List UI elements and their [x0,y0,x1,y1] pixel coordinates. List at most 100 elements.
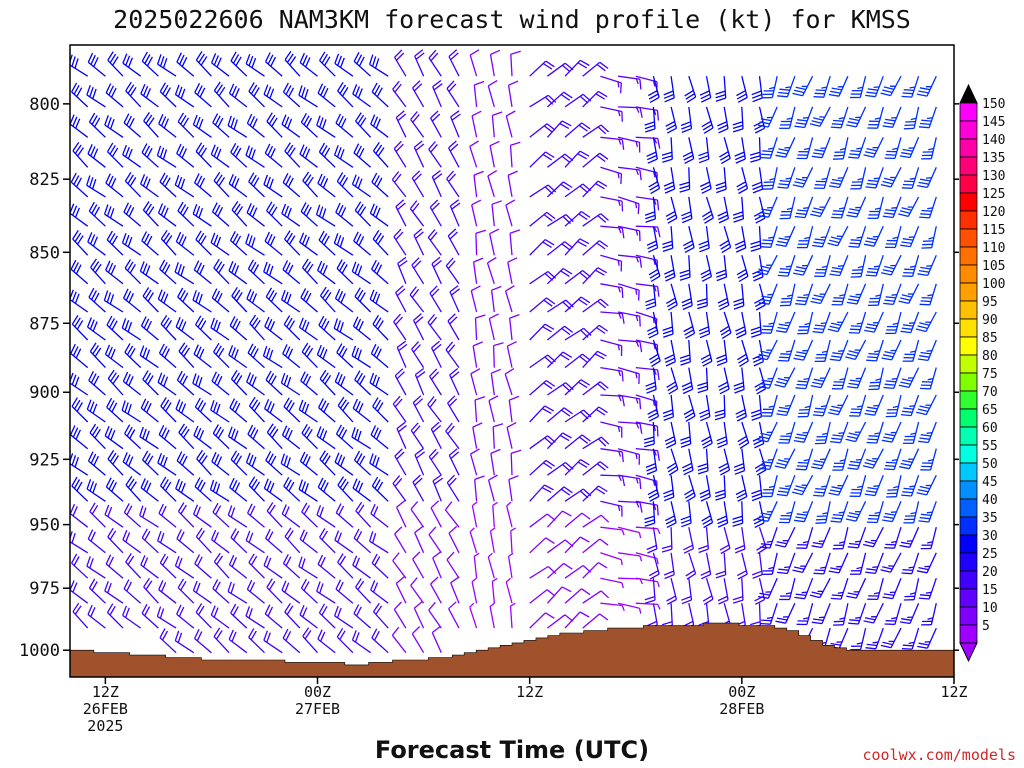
wind-barb [697,448,709,475]
wind-barb [812,394,831,417]
wind-barb [335,113,354,138]
wind-barb [830,577,849,600]
colorbar-swatch [959,624,978,644]
wind-barb [193,260,212,285]
wind-barb [865,254,884,277]
wind-barb [245,233,265,256]
wind-barb [448,49,460,77]
wind-barb [195,230,212,256]
wind-barb [508,395,520,423]
wind-barb [752,421,765,449]
colorbar-label: 40 [982,493,998,508]
wind-barb [529,459,555,476]
wind-barb [177,502,195,528]
wind-barb [489,49,501,77]
wind-barb [72,602,89,629]
wind-barb [430,576,442,604]
wind-barb [192,203,212,227]
wind-barb [792,75,814,97]
wind-barb [916,75,937,97]
wind-barb [351,630,371,654]
wind-barb [508,475,519,502]
wind-barb [827,311,849,333]
wind-barb [368,531,389,554]
wind-barb [864,474,884,497]
wind-barb [582,461,609,476]
wind-barb [471,199,482,227]
colorbar-label: 120 [982,205,1005,220]
wind-barb [489,140,500,168]
wind-barb [475,229,486,256]
wind-barb [600,254,623,272]
wind-barb [334,53,354,77]
wind-barb [666,448,679,476]
wind-barb [883,367,902,390]
wind-barb [123,288,142,313]
wind-barb [195,527,212,554]
wind-barb [355,578,372,604]
wind-barb [88,112,106,138]
wind-barb [264,143,283,168]
wind-barb [158,114,177,138]
wind-barb [600,526,625,536]
wind-barb [682,448,694,476]
wind-barb [229,398,248,423]
wind-barb [756,526,767,555]
wind-barb [778,339,796,362]
wind-barb [246,372,265,396]
wind-barb [491,111,503,138]
wind-barb [757,339,778,361]
wind-barb [427,229,442,256]
wind-barb [600,577,624,589]
wind-barb [733,367,745,394]
wind-barb [281,114,301,138]
wind-barb [318,315,336,341]
wind-barb [474,314,486,341]
wind-barb [192,580,212,604]
wind-barb [757,106,778,128]
wind-barb [106,603,124,629]
wind-barb [761,475,778,498]
wind-barb [846,577,867,599]
wind-barb [778,501,796,524]
wind-barb [865,627,884,650]
wind-barb [70,425,89,450]
wind-barb [370,425,389,450]
wind-barb [902,339,920,362]
wind-barb [395,199,407,227]
wind-barb [175,399,195,423]
colorbar-swatch [959,444,978,464]
wind-barb [371,553,389,579]
wind-barb [699,76,712,103]
wind-barb [413,313,425,341]
wind-barb [430,421,442,449]
wind-barb [353,604,372,629]
wind-barb [70,259,89,285]
wind-barb [916,552,937,574]
wind-barb [229,230,248,256]
wind-barb [760,137,778,159]
wind-barb [248,476,265,502]
wind-barb [300,288,318,313]
wind-barb [395,110,407,138]
wind-barb [140,478,159,502]
wind-barb [319,450,336,476]
wind-barb [210,605,230,629]
wind-barb [793,339,814,361]
wind-barb [284,527,301,554]
wind-barb [316,344,336,369]
wind-barb [317,83,336,108]
wind-barb [177,287,195,313]
wind-barb [158,580,177,604]
wind-barb [617,448,640,465]
wind-barb [661,137,673,163]
wind-barb [230,528,248,554]
wind-barb [582,298,609,313]
wind-barb [105,83,124,108]
wind-barb [228,261,248,285]
wind-barb [849,475,867,498]
wind-barb [123,579,142,604]
wind-barb [582,152,609,168]
wind-barb [492,423,504,449]
wind-barb [529,270,557,285]
